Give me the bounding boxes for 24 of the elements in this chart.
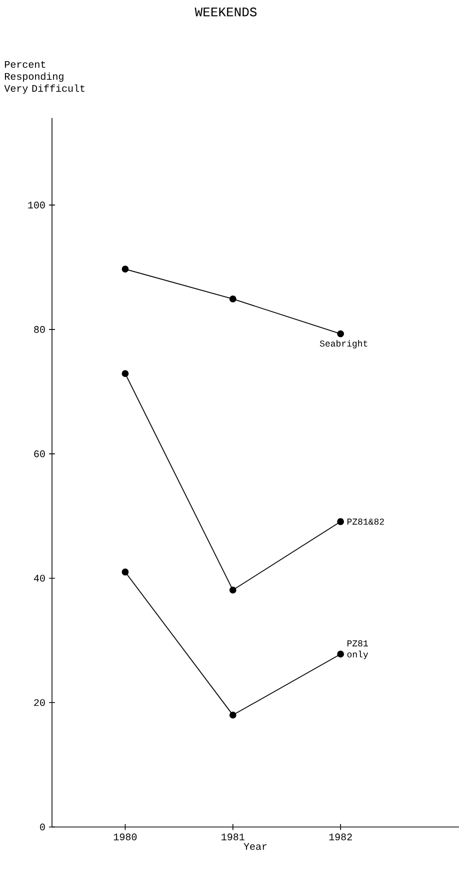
point <box>122 266 129 273</box>
y-tick-label: 100 <box>28 202 45 208</box>
series-label: PZ81&82 <box>347 518 384 525</box>
y-tick-label: 20 <box>34 699 45 706</box>
point <box>337 650 344 658</box>
point <box>122 370 129 378</box>
series-label: Seabright <box>320 340 368 348</box>
x-tick-label: 1981 <box>222 834 244 840</box>
point <box>337 518 344 526</box>
series-label: PZ81 only <box>347 640 368 660</box>
point <box>229 712 236 718</box>
x-tick-label: 1982 <box>329 834 352 840</box>
y-tick-label: 40 <box>34 574 45 582</box>
y-tick-label: 60 <box>34 450 45 458</box>
x-tick-label: 1980 <box>114 834 137 840</box>
point <box>122 568 129 576</box>
y-tick-label: 0 <box>40 824 45 830</box>
y-tick-label: 80 <box>34 326 45 333</box>
point <box>229 586 236 594</box>
y-axis-title: Percent Responding Very Difficult <box>4 61 84 94</box>
chart-title: WEEKENDS <box>194 8 257 16</box>
x-axis-title: Year <box>244 843 267 850</box>
point <box>229 296 236 302</box>
point <box>337 330 344 338</box>
